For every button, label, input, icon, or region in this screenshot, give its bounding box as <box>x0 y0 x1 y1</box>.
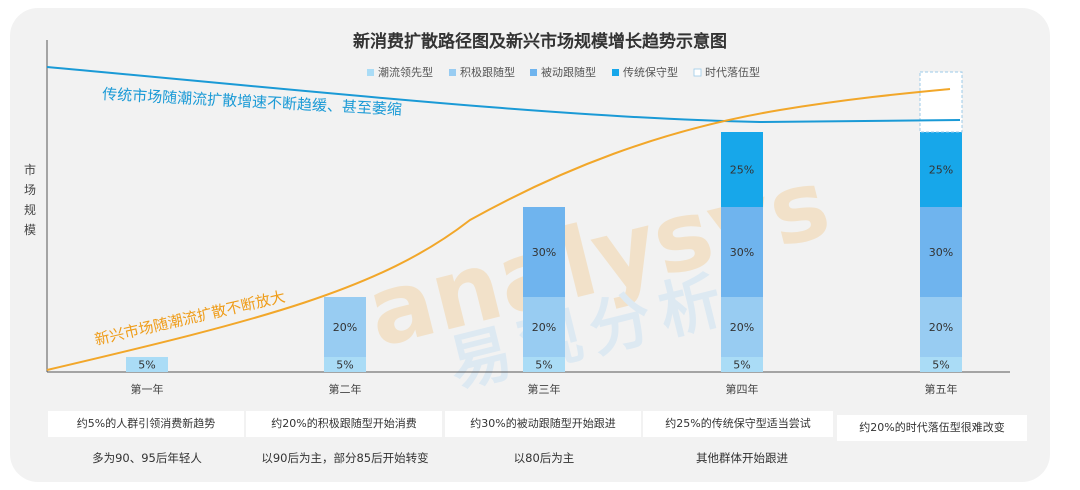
chart-title: 新消费扩散路径图及新兴市场规模增长趋势示意图 <box>353 31 727 52</box>
legend-item: 被动跟随型 <box>530 65 596 79</box>
watermark: analysys 易观分析 <box>357 147 840 400</box>
bar-segment <box>920 297 962 357</box>
bar-data-label: 5% <box>336 359 353 372</box>
description-subtext: 以80后为主 <box>513 451 575 465</box>
description-subtext: 以90后为主，部分85后开始转变 <box>261 451 429 465</box>
bar-data-label: 30% <box>730 246 754 259</box>
x-tick-label: 第二年 <box>329 382 362 396</box>
x-tick-label: 第四年 <box>726 382 759 396</box>
emerging-market-curve <box>46 88 951 371</box>
legend-item: 积极跟随型 <box>449 65 515 79</box>
bar-segment <box>920 132 962 207</box>
y-axis-label-char-2: 场 <box>24 183 36 197</box>
legend-swatch <box>693 68 702 77</box>
legend-item: 潮流领先型 <box>367 65 433 79</box>
bar-data-label: 5% <box>535 359 552 372</box>
bar-segment <box>523 297 565 357</box>
emerging-curve-annotation: 新兴市场随潮流扩散不断放大 <box>93 287 287 348</box>
bars: 5% 5% 20% 5% 20% 30% 5% 20% 30% 25% 5% 20% 30% 25% <box>126 71 963 372</box>
bar-data-label: 30% <box>929 246 953 259</box>
description-subtext: 多为90、95后年轻人 <box>92 451 202 465</box>
bar-data-label: 20% <box>532 321 556 334</box>
bar-data-label: 25% <box>730 164 754 177</box>
bar-segment <box>919 71 963 133</box>
legend-item: 时代落伍型 <box>693 65 760 79</box>
legend-swatch <box>530 69 537 76</box>
legend-label: 传统保守型 <box>623 65 678 79</box>
description-box: 约5%的人群引领消费新趋势 <box>48 411 244 437</box>
y-axis-label-char-4: 模 <box>24 223 36 237</box>
bar-data-label: 20% <box>929 321 953 334</box>
bar-segment <box>324 357 366 372</box>
traditional-market-curve <box>46 66 961 124</box>
bar-data-label: 20% <box>333 321 357 334</box>
y-axis-label-char-3: 规 <box>24 202 36 217</box>
bar-segment <box>920 357 962 372</box>
legend-swatch <box>449 69 456 76</box>
bar-segment <box>721 357 763 372</box>
bar-segment <box>721 297 763 357</box>
traditional-curve-annotation: 传统市场随潮流扩散增速不断趋缓、甚至萎缩 <box>102 85 403 119</box>
legend-label: 时代落伍型 <box>705 65 760 79</box>
bar-data-label: 25% <box>929 164 953 177</box>
chart-svg: analysys 易观分析 新消费扩散路径图及新兴市场规模增长趋势示意图 潮流领… <box>24 31 1010 400</box>
description-box: 约30%的被动跟随型开始跟进 <box>445 411 641 437</box>
legend-swatch <box>367 69 374 76</box>
x-tick-label: 第一年 <box>131 382 164 396</box>
bar-data-label: 30% <box>532 246 556 259</box>
legend-swatch <box>612 69 619 76</box>
bar-data-label: 20% <box>730 321 754 334</box>
legend-item: 传统保守型 <box>612 65 678 79</box>
bar-data-label: 5% <box>733 359 750 372</box>
bar-segment <box>126 357 168 372</box>
bar-data-label: 5% <box>138 359 155 372</box>
description-box: 约20%的时代落伍型很难改变 <box>837 415 1027 441</box>
description-box: 约25%的传统保守型适当尝试 <box>643 411 833 437</box>
bar-data-label: 5% <box>932 359 949 372</box>
bar-segment <box>523 357 565 372</box>
legend-label: 潮流领先型 <box>378 65 433 79</box>
y-axis-label-char-1: 市 <box>24 162 36 177</box>
bar-segment <box>920 207 962 297</box>
description-box: 约20%的积极跟随型开始消费 <box>246 411 442 437</box>
x-tick-label: 第三年 <box>528 382 561 396</box>
bar-segment <box>324 297 366 357</box>
legend-label: 积极跟随型 <box>460 65 515 79</box>
legend: 潮流领先型 积极跟随型 被动跟随型 传统保守型 时代落伍型 <box>367 65 760 79</box>
description-subtext: 其他群体开始跟进 <box>696 451 788 465</box>
bar-segment <box>523 207 565 297</box>
legend-label: 被动跟随型 <box>541 65 596 79</box>
bar-segment <box>721 207 763 297</box>
bar-segment <box>721 132 763 207</box>
x-tick-label: 第五年 <box>925 382 958 396</box>
x-tick-labels: 第一年 第二年 第三年 第四年 第五年 <box>131 382 958 396</box>
